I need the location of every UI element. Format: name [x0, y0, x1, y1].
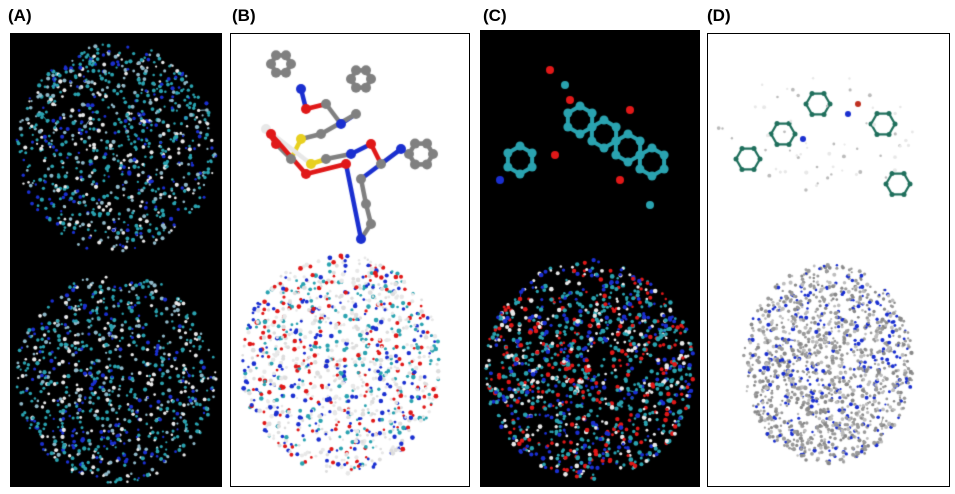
panel-c-image	[480, 30, 700, 487]
panel-b-label: (B)	[232, 6, 256, 25]
panel-d-label: (D)	[707, 6, 731, 25]
panel-b-image	[230, 33, 470, 487]
panel-d-image	[707, 33, 950, 487]
panel-c-label: (C)	[483, 6, 507, 25]
panel-a-label: (A)	[8, 6, 32, 25]
panel-a-image	[10, 33, 222, 487]
